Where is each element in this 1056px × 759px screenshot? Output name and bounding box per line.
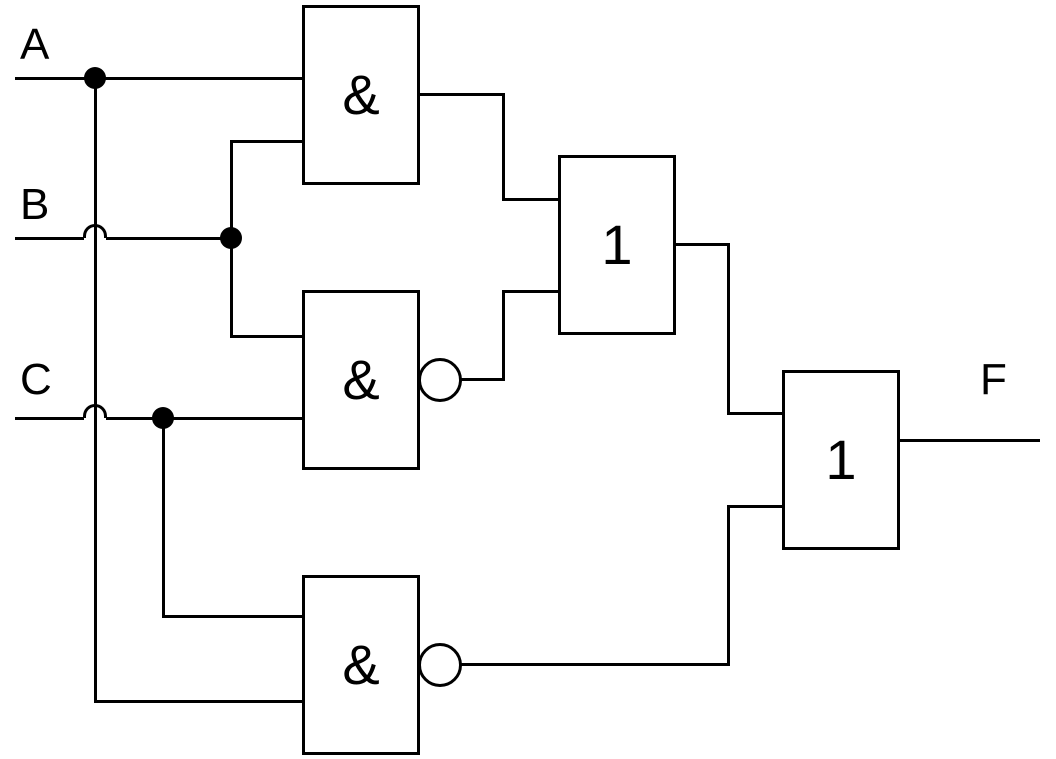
wire-nand3-out-v: [727, 505, 730, 666]
wire-nand2-out-v: [502, 290, 505, 381]
wire-or1-out-v: [727, 243, 730, 415]
gate-or1: 1: [558, 155, 676, 335]
wire-and1-out-v: [502, 93, 505, 201]
wire-b-to-nand2: [230, 335, 302, 338]
wire-or1-out-h1: [676, 243, 730, 246]
gate-nand2-label: &: [342, 352, 379, 408]
input-label-c: C: [20, 355, 52, 405]
wire-nand3-out-h1: [461, 663, 730, 666]
junction-a: [84, 67, 106, 89]
wire-b-up: [230, 140, 233, 240]
wire-or1-out-h2: [727, 412, 782, 415]
gate-or2: 1: [782, 370, 900, 550]
wire-b-in-right: [106, 237, 236, 240]
wire-b-down: [230, 238, 233, 338]
wire-c-in-2: [106, 417, 302, 420]
wire-nand3-out-h2: [727, 505, 782, 508]
gate-or2-label: 1: [825, 432, 856, 488]
gate-or1-label: 1: [601, 217, 632, 273]
junction-b: [220, 227, 242, 249]
wire-c-down: [162, 418, 165, 618]
wire-nand2-out-h1: [461, 378, 505, 381]
gate-nand3: &: [302, 575, 420, 755]
wire-c-in-1: [15, 417, 84, 420]
gate-nand2: &: [302, 290, 420, 470]
output-label-f: F: [980, 355, 1007, 405]
wire-b-in-left: [15, 237, 84, 240]
wire-a-to-nand3: [94, 700, 302, 703]
wire-c-to-nand3: [162, 615, 302, 618]
logic-circuit-canvas: A B C F & & &: [0, 0, 1056, 759]
wire-and1-out-h1: [420, 93, 505, 96]
input-label-b: B: [20, 180, 49, 230]
bubble-nand3: [418, 643, 462, 687]
junction-c: [152, 407, 174, 429]
wire-a-in: [15, 77, 302, 80]
wire-b-to-and1: [230, 140, 302, 143]
wire-a-down: [94, 78, 97, 703]
wire-f-out: [900, 439, 1040, 442]
gate-and1: &: [302, 5, 420, 185]
gate-nand3-label: &: [342, 637, 379, 693]
bubble-nand2: [418, 358, 462, 402]
wire-and1-out-h2: [502, 198, 558, 201]
wire-nand2-out-h2: [502, 290, 558, 293]
input-label-a: A: [20, 20, 49, 70]
gate-and1-label: &: [342, 67, 379, 123]
